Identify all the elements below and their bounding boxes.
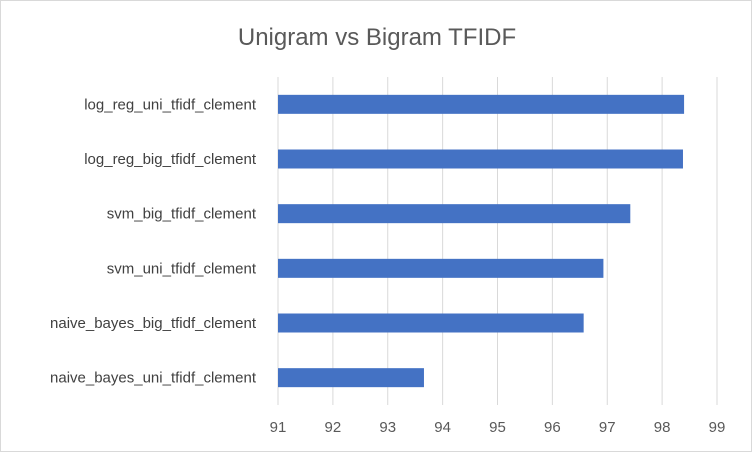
category-labels: log_reg_uni_tfidf_clement log_reg_big_tfi…: [50, 96, 257, 386]
bar-log_reg_uni_tfidf_clement: [278, 94, 685, 114]
x-tick-label: 91: [270, 419, 287, 436]
category-label: log_reg_uni_tfidf_clement: [84, 96, 257, 113]
x-tick-label: 92: [325, 419, 342, 436]
x-tick-label: 95: [489, 419, 506, 436]
x-tick-labels: 91 92 93 94 95 96 97 98 99: [270, 419, 726, 436]
bars: [278, 94, 685, 388]
bar-naive_bayes_uni_tfidf_clement: [278, 368, 424, 388]
x-tick-label: 99: [709, 419, 726, 436]
x-tick-label: 93: [379, 419, 396, 436]
category-label: svm_big_tfidf_clement: [107, 206, 257, 223]
gridlines: [277, 77, 718, 405]
x-tick-label: 97: [599, 419, 616, 436]
x-tick-label: 94: [434, 419, 451, 436]
bar-log_reg_big_tfidf_clement: [278, 149, 683, 169]
category-label: svm_uni_tfidf_clement: [107, 260, 257, 277]
bar-svm_uni_tfidf_clement: [278, 258, 604, 278]
x-tick-label: 96: [544, 419, 561, 436]
bar-svm_big_tfidf_clement: [278, 204, 631, 224]
bar-naive_bayes_big_tfidf_clement: [278, 313, 584, 333]
category-label: log_reg_big_tfidf_clement: [84, 151, 257, 168]
category-label: naive_bayes_uni_tfidf_clement: [50, 370, 257, 387]
category-label: naive_bayes_big_tfidf_clement: [50, 315, 257, 332]
x-tick-label: 98: [654, 419, 671, 436]
chart-title: Unigram vs Bigram TFIDF: [238, 24, 516, 51]
